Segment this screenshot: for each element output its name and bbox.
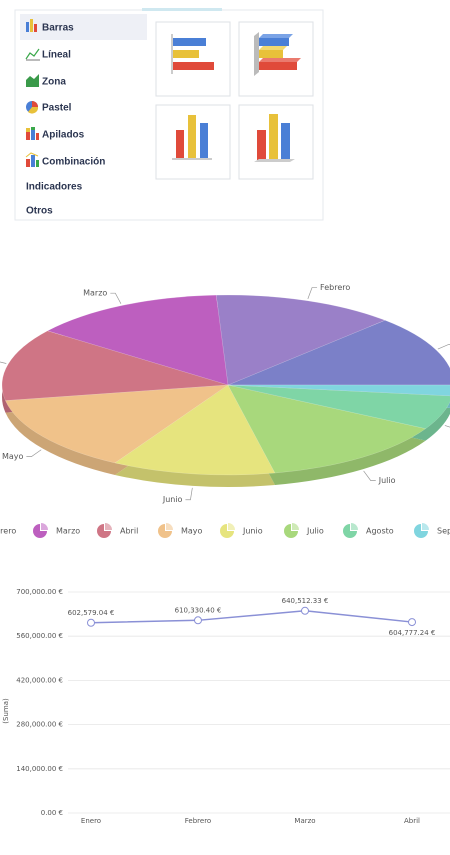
menu-icons — [25, 19, 40, 167]
legend-icon — [228, 523, 235, 530]
chart-thumbnail[interactable] — [155, 104, 231, 180]
legend-icon — [351, 523, 358, 530]
slice-label: Febrero — [320, 283, 350, 292]
data-label: 604,777.24 € — [389, 629, 436, 637]
legend-icon — [414, 524, 428, 538]
menu-item[interactable]: Combinación — [42, 157, 105, 168]
y-axis-title: (Suma) — [2, 698, 10, 724]
legend-icon — [292, 523, 299, 530]
slice-label: Julio — [378, 476, 396, 485]
slice — [5, 384, 229, 464]
menu-item[interactable]: Otros — [26, 206, 53, 217]
legend-icon — [422, 523, 429, 530]
menu-item[interactable]: Zona — [42, 77, 66, 88]
leader-line — [0, 361, 7, 364]
legend-icon — [158, 524, 172, 538]
legend-label: Agosto — [366, 527, 394, 536]
menu-item[interactable]: Líneal — [42, 50, 71, 61]
slice — [1, 330, 229, 401]
slice — [227, 319, 450, 386]
y-tick-label: 700,000.00 € — [16, 588, 63, 596]
legend-icon — [97, 524, 111, 538]
y-tick-label: 420,000.00 € — [16, 676, 63, 684]
y-tick-label: 560,000.00 € — [16, 632, 63, 640]
slice-label: Mayo — [2, 452, 24, 461]
leader-line — [437, 344, 450, 350]
chart-thumbnail[interactable] — [238, 104, 314, 180]
y-tick-label: 280,000.00 € — [16, 721, 63, 729]
legend-label: Julio — [306, 527, 324, 536]
chart-thumbnail[interactable] — [155, 21, 231, 97]
leader-line — [444, 425, 450, 428]
point — [408, 618, 416, 627]
point — [194, 616, 202, 625]
slice — [227, 384, 427, 474]
data-label: 610,330.40 € — [175, 606, 222, 614]
menu-item[interactable]: Barras — [42, 23, 74, 34]
legend-label: Febrero — [0, 527, 16, 536]
x-tick-label: Abril — [404, 817, 420, 825]
data-label: 602,579.04 € — [68, 609, 115, 617]
slice — [227, 384, 450, 429]
legend-icon — [220, 524, 234, 538]
legend-label: Septiembre — [437, 527, 450, 536]
legend-label: Marzo — [56, 527, 80, 536]
legend-icon — [343, 524, 357, 538]
menu-item[interactable]: Apilados — [42, 130, 85, 141]
legend-icon — [41, 523, 48, 530]
leader-line — [363, 470, 376, 481]
slice — [215, 294, 386, 386]
menu-accent — [142, 8, 222, 11]
leader-line — [110, 292, 122, 304]
chart-thumbnail[interactable] — [238, 21, 314, 97]
slice-label: Marzo — [83, 289, 107, 298]
chart-type-menu: Barras Líneal Zona Pastel Apilados Combi… — [14, 8, 324, 221]
legend-icon — [284, 524, 298, 538]
menu-item[interactable]: Pastel — [42, 103, 72, 114]
data-label: 640,512.33 € — [282, 597, 329, 605]
point — [87, 618, 95, 627]
legend-label: Mayo — [181, 527, 203, 536]
menu-item[interactable]: Indicadores — [26, 182, 83, 193]
y-tick-label: 140,000.00 € — [16, 765, 63, 773]
x-tick-label: Enero — [81, 817, 101, 825]
legend-icon — [33, 524, 47, 538]
leader-line — [307, 287, 318, 299]
legend-icon — [105, 523, 112, 530]
leader-line — [26, 449, 42, 458]
legend-label: Junio — [242, 527, 263, 536]
legend-icon — [166, 523, 173, 530]
slice — [46, 294, 229, 386]
x-tick-label: Marzo — [294, 817, 315, 825]
line — [90, 610, 413, 624]
leader-line — [185, 487, 193, 501]
slice — [114, 384, 276, 476]
selected-item-bg — [20, 14, 147, 40]
legend-label: Abril — [120, 527, 138, 536]
slice — [227, 384, 450, 397]
point — [301, 606, 309, 615]
slice-label: Junio — [162, 495, 183, 504]
x-tick-label: Febrero — [185, 817, 211, 825]
y-tick-label: 0.00 € — [41, 809, 63, 817]
